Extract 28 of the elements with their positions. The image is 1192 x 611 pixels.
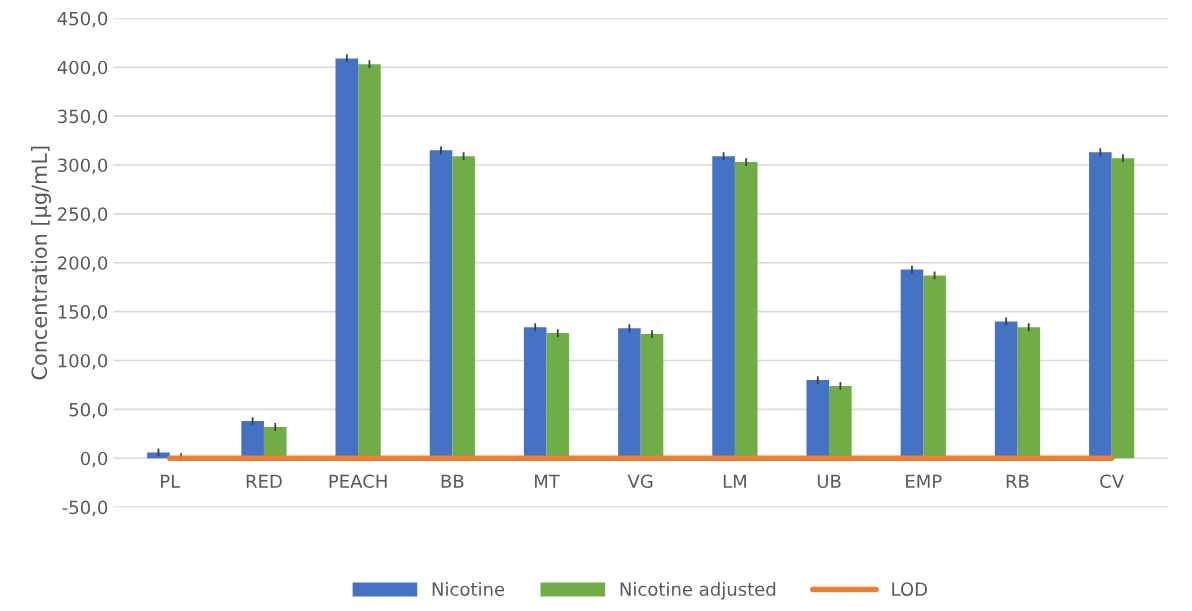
x-tick-label: BB [441,474,464,488]
x-tick-label: PEACH [329,474,387,489]
x-tick-label: LM [723,474,746,488]
y-tick-label: 350,0 [58,109,108,126]
y-tick-label: -50,0 [62,500,108,517]
y-tick-label: 50,0 [69,402,108,419]
x-tick-label: EMP [906,474,942,488]
y-tick-label: 200,0 [58,256,108,272]
legend-label: Nicotine [432,582,505,597]
x-tick-label: RB [1006,474,1029,488]
legend-label: Nicotine adjusted [620,582,776,600]
bar [1111,158,1135,459]
x-tick-label: PL [161,474,181,488]
y-tick-label: 450,0 [57,11,108,28]
x-tick-label: CV [1100,474,1124,489]
bar [147,452,170,459]
y-tick-label: 0,0 [80,451,108,468]
y-tick-label: 400,0 [57,60,108,77]
y-tick-label: 250,0 [58,207,108,223]
x-tick-label: UB [817,474,841,489]
y-axis-title: Concentration [µg/mL] [30,146,52,380]
x-tick-label: RED [246,474,282,488]
y-tick-label: 150,0 [58,305,108,321]
x-tick-label: MT [534,474,560,488]
y-tick-label: 300,0 [58,158,108,174]
y-tick-label: 100,0 [58,353,108,370]
legend-label: LOD [892,582,927,597]
x-tick-label: VG [627,474,653,489]
